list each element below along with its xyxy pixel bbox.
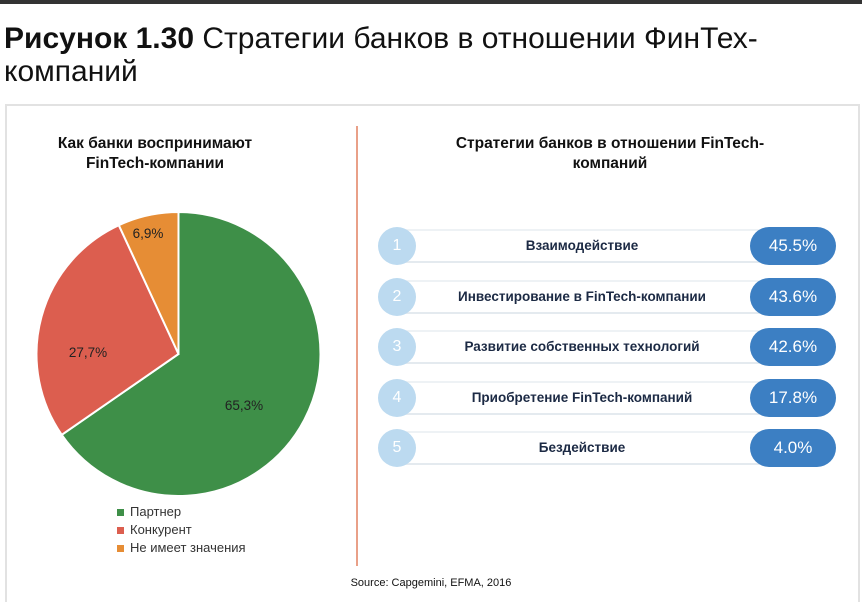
legend-label: Партнер <box>130 504 182 519</box>
strategy-row: 5 Бездействие 4.0% <box>378 429 836 467</box>
strategy-row: 2 Инвестирование в FinTech-компании 43.6… <box>378 277 836 316</box>
row-number: 2 <box>378 277 416 316</box>
legend-item: Партнер <box>117 503 246 521</box>
legend-label: Конкурент <box>130 522 192 537</box>
pie-data-label: 6,9% <box>133 226 164 241</box>
row-bar <box>396 330 796 364</box>
legend-swatch <box>117 508 124 516</box>
divider <box>356 126 358 566</box>
row-value: 4.0% <box>750 429 836 467</box>
pie-slice-0 <box>60 210 322 497</box>
strategies-title: Стратегии банков в отношении FinTech-ком… <box>455 135 765 172</box>
row-label: Бездействие <box>538 440 626 455</box>
row-bar <box>396 229 796 263</box>
pie-data-label: 65,3% <box>225 398 263 413</box>
pie-slice-2 <box>117 210 180 355</box>
legend-item: Не имеет значения <box>117 539 246 557</box>
figure-title: Рисунок 1.30 Стратегии банков в отношени… <box>4 22 862 88</box>
row-bar <box>396 279 796 314</box>
strategy-row: 3 Развитие собственных технологий 42.6% <box>378 328 836 366</box>
figure-title-text: Стратегии банков в отношении ФинТех-комп… <box>4 22 758 88</box>
strategy-row: 4 Приобретение FinTech-компаний 17.8% <box>378 378 836 417</box>
row-label: Взаимодействие <box>525 238 639 253</box>
row-number: 5 <box>378 429 416 467</box>
pie-data-label: 27,7% <box>69 345 107 360</box>
row-number: 3 <box>378 328 416 366</box>
row-number: 4 <box>378 378 416 417</box>
legend-swatch <box>117 544 124 552</box>
row-value: 17.8% <box>750 378 836 417</box>
row-label: Инвестирование в FinTech-компании <box>458 288 706 304</box>
source-note: Source: Capgemini, EFMA, 2016 <box>350 577 512 589</box>
legend-swatch <box>117 526 124 534</box>
row-label: Развитие собственных технологий <box>464 339 700 354</box>
row-value: 42.6% <box>750 328 836 366</box>
row-bar <box>396 380 796 415</box>
legend-label: Не имеет значения <box>130 540 246 555</box>
row-bar <box>396 431 796 465</box>
legend: Партнер Конкурент Не имеет значения <box>117 503 246 557</box>
legend-item: Конкурент <box>117 521 246 539</box>
row-label: Приобретение FinTech-компаний <box>471 389 693 405</box>
pie-title: Как банки воспринимают FinTech-компании <box>57 135 253 172</box>
figure-label: Рисунок 1.30 <box>4 22 195 55</box>
row-value: 43.6% <box>750 277 836 316</box>
row-value: 45.5% <box>750 227 836 265</box>
row-number: 1 <box>378 227 416 265</box>
top-rule <box>0 0 862 4</box>
strategy-row: 1 Взаимодействие 45.5% <box>378 227 836 265</box>
